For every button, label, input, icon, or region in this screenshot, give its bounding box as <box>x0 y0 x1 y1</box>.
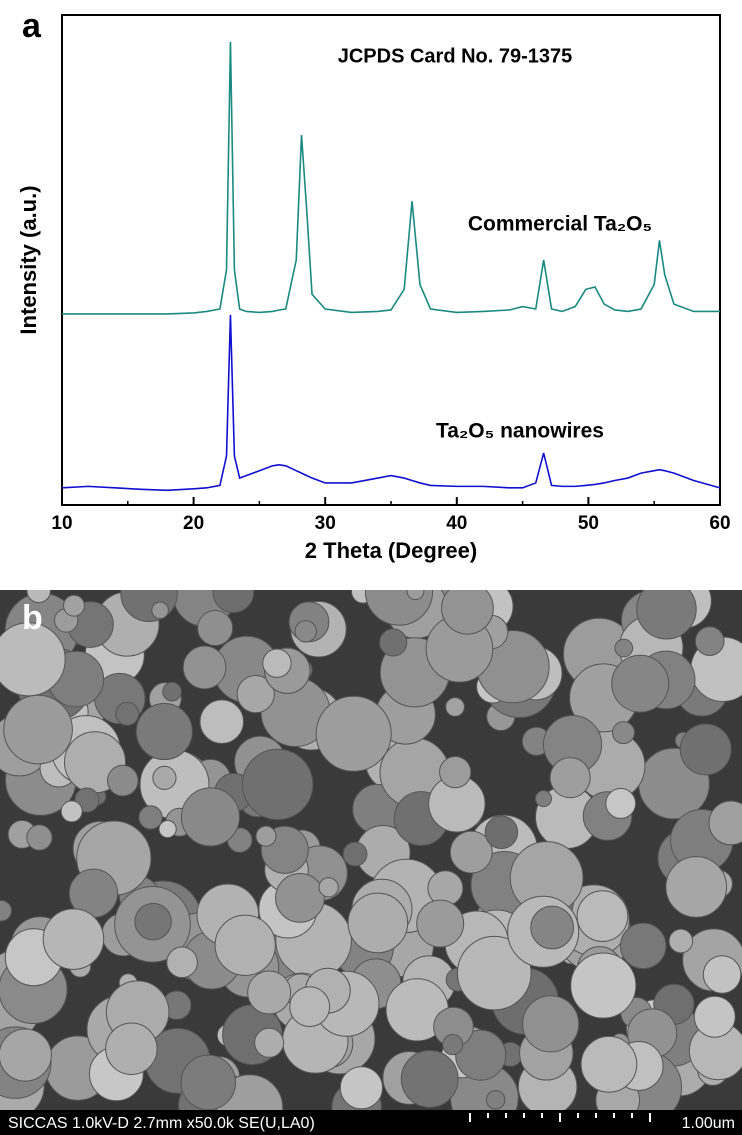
particle <box>290 987 330 1027</box>
particle <box>61 801 82 822</box>
xrd-chart: a 2 Theta (Degree) Intensity (a.u.) JCPD… <box>0 0 742 585</box>
particle <box>295 621 316 642</box>
sem-caption: SICCAS 1.0kV-D 2.7mm x50.0k SE(U,LA0) <box>8 1115 315 1132</box>
x-tick-label: 40 <box>446 513 467 534</box>
particle <box>319 878 338 897</box>
particle <box>163 682 182 701</box>
particle <box>183 646 226 689</box>
figure: a 2 Theta (Degree) Intensity (a.u.) JCPD… <box>0 0 742 1135</box>
panel-label: b <box>22 599 43 637</box>
y-axis-label: Intensity (a.u.) <box>16 185 41 334</box>
particle <box>139 806 162 829</box>
particle <box>200 700 244 744</box>
particle <box>485 816 518 849</box>
particle <box>401 1051 458 1108</box>
particle <box>531 906 574 949</box>
panel-label: a <box>22 7 42 45</box>
plot-frame <box>62 15 720 505</box>
particle <box>550 758 590 798</box>
x-tick-label: 60 <box>709 513 730 534</box>
particle <box>27 825 52 850</box>
particle <box>340 1067 382 1109</box>
particle <box>694 996 735 1037</box>
particle <box>248 971 291 1014</box>
x-tick-label: 20 <box>183 513 204 534</box>
particle <box>135 903 171 939</box>
series-label: Ta₂O₅ nanowires <box>436 420 604 443</box>
particle <box>666 857 727 918</box>
particle <box>263 649 291 677</box>
particle <box>606 789 636 819</box>
particle <box>198 611 233 646</box>
scale-bar-label: 1.00um <box>682 1115 735 1132</box>
particle <box>4 695 73 764</box>
particle <box>181 788 239 846</box>
particle <box>615 639 633 657</box>
particle <box>695 627 724 656</box>
particle <box>443 1035 463 1055</box>
particle <box>446 698 465 717</box>
particle <box>581 1036 637 1092</box>
x-tick-label: 50 <box>578 513 599 534</box>
particle <box>703 956 741 994</box>
particle <box>680 724 731 775</box>
particle <box>159 820 176 837</box>
particle <box>152 602 169 619</box>
particle <box>256 826 276 846</box>
particle <box>215 915 275 975</box>
series-line <box>62 42 720 314</box>
particle <box>242 749 312 819</box>
x-tick-label: 10 <box>51 513 72 534</box>
x-axis-label: 2 Theta (Degree) <box>305 538 477 563</box>
particle <box>153 766 176 789</box>
particle <box>380 629 407 656</box>
annotation: JCPDS Card No. 79-1375 <box>338 45 573 67</box>
particle <box>612 655 669 712</box>
particle <box>486 1091 504 1109</box>
particle <box>440 757 471 788</box>
particle <box>0 1029 51 1081</box>
particle <box>612 722 634 744</box>
particle <box>348 893 408 953</box>
series-line <box>62 315 720 490</box>
x-tick-label: 30 <box>315 513 336 534</box>
particle <box>669 929 693 953</box>
particle <box>167 947 198 978</box>
series-label: Commercial Ta₂O₅ <box>468 213 652 236</box>
particle <box>106 1023 157 1074</box>
sem-image: b SICCAS 1.0kV-D 2.7mm x50.0k SE(U,LA0) … <box>0 590 742 1135</box>
particle <box>571 953 636 1018</box>
particle <box>523 996 579 1052</box>
particle <box>136 704 192 760</box>
particle <box>116 702 139 725</box>
particle <box>255 1028 284 1057</box>
particle <box>577 891 628 942</box>
particle <box>343 842 367 866</box>
particle <box>535 791 551 807</box>
particle <box>181 1055 236 1110</box>
particle <box>64 595 85 616</box>
particle <box>107 765 138 796</box>
particle <box>316 696 391 771</box>
particle <box>276 873 325 922</box>
particle <box>43 909 103 969</box>
particle <box>417 900 464 947</box>
particle <box>621 923 667 969</box>
